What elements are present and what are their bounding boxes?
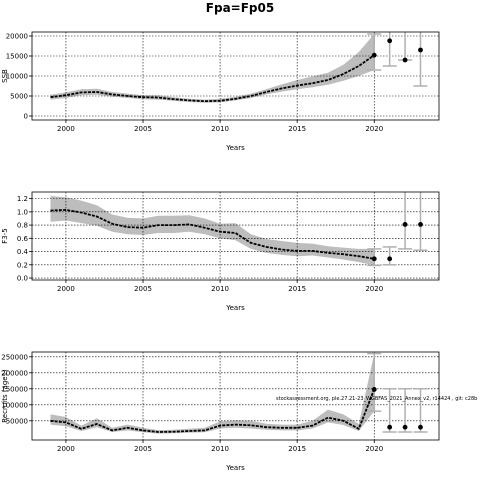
recruits-panel: 2000 2005 2010 2015 2020 50000 100000 150000 200…: [1, 351, 440, 472]
recruits-confidence-band: [50, 353, 375, 434]
fbar-forecast-point: [387, 256, 393, 262]
recruits-y-tick-label: 50000: [6, 417, 28, 425]
fbar-y-tick-label: 0.8: [17, 222, 28, 230]
ssb-x-tick-label: 2015: [288, 125, 306, 133]
recruits-forecast-point: [402, 424, 408, 430]
recruits-y-tick-label: 200000: [1, 369, 28, 377]
ssb-forecast-point: [387, 38, 393, 44]
fbar-x-tick-label: 2015: [288, 285, 306, 293]
ssb-y-tick-label: 20000: [6, 33, 28, 41]
figure-title: Fpa=Fp05: [206, 1, 274, 15]
ssb-y-tick-label: 5000: [10, 93, 28, 101]
ssb-y-axis-label: SSB: [1, 69, 9, 83]
ssb-panel: 2000 2005 2010 2015 2020 0 5000 10000 15000 20000…: [1, 31, 440, 152]
recruits-x-tick-label: 2010: [211, 445, 229, 453]
ssb-x-tick-label: 2020: [365, 125, 383, 133]
fbar-x-tick-label: 2020: [365, 285, 383, 293]
recruits-x-axis-label: Years: [225, 464, 245, 472]
fbar-confidence-band: [50, 196, 375, 266]
ssb-plot-area: [32, 32, 439, 120]
fbar-panel: 2000 2005 2010 2015 2020 0.0 0.2 0.4 0.6 0.8 1.0 1.…: [1, 191, 440, 312]
fbar-final-year-point: [371, 256, 377, 262]
ssb-x-tick-label: 2010: [211, 125, 229, 133]
recruits-y-tick-label: 250000: [1, 353, 28, 361]
recruits-x-tick-label: 2020: [365, 445, 383, 453]
recruits-x-tick-label: 2000: [57, 445, 75, 453]
fbar-x-tick-label: 2000: [57, 285, 75, 293]
fbar-y-tick-label: 1.2: [17, 195, 28, 203]
recruits-y-tick-label: 150000: [1, 385, 28, 393]
fbar-estimate-line: [50, 208, 375, 260]
recruits-plot-area: [32, 352, 439, 440]
fbar-x-tick-label: 2005: [134, 285, 152, 293]
recruits-forecast-point: [387, 424, 393, 430]
fbar-frame: [31, 191, 440, 281]
fbar-forecast-point: [418, 222, 423, 227]
ssb-forecast-point: [418, 47, 423, 53]
ssb-final-year-point: [371, 52, 377, 58]
fbar-y-tick-label: 1.0: [17, 208, 28, 216]
ssb-forecast-point: [402, 57, 408, 63]
recruits-x-tick-label: 2015: [288, 445, 306, 453]
ssb-y-tick-label: 0: [24, 113, 28, 121]
recruits-final-year-point: [371, 387, 377, 392]
recruits-forecast-point: [418, 424, 423, 430]
fbar-y-tick-label: 0.4: [17, 248, 29, 256]
ssb-y-tick-label: 10000: [6, 73, 28, 81]
recruits-frame: [31, 351, 440, 441]
fbar-y-tick-label: 0.6: [17, 235, 29, 243]
fbar-x-axis-label: Years: [225, 304, 245, 312]
fbar-y-axis-label: F3-5: [1, 228, 9, 243]
recruits-estimate-line: [50, 389, 376, 433]
fbar-forecast-point: [402, 222, 408, 227]
ssb-x-axis-label: Years: [225, 144, 245, 152]
recruits-y-axis-label: Recruits (age1): [1, 369, 9, 423]
fbar-y-tick-label: 0.2: [17, 261, 28, 269]
ssb-x-tick-label: 2000: [57, 125, 75, 133]
ssb-y-tick-label: 15000: [6, 53, 28, 61]
fbar-plot-area: [32, 192, 439, 280]
fbar-y-tick-label: 0.0: [17, 275, 28, 283]
recruits-x-tick-label: 2005: [134, 445, 152, 453]
ssb-x-tick-label: 2005: [134, 125, 152, 133]
recruits-y-tick-label: 100000: [1, 401, 28, 409]
fbar-x-tick-label: 2010: [211, 285, 229, 293]
source-annotation: stockassessment.org, ple.27.21-23_WGBFAS…: [276, 396, 477, 402]
